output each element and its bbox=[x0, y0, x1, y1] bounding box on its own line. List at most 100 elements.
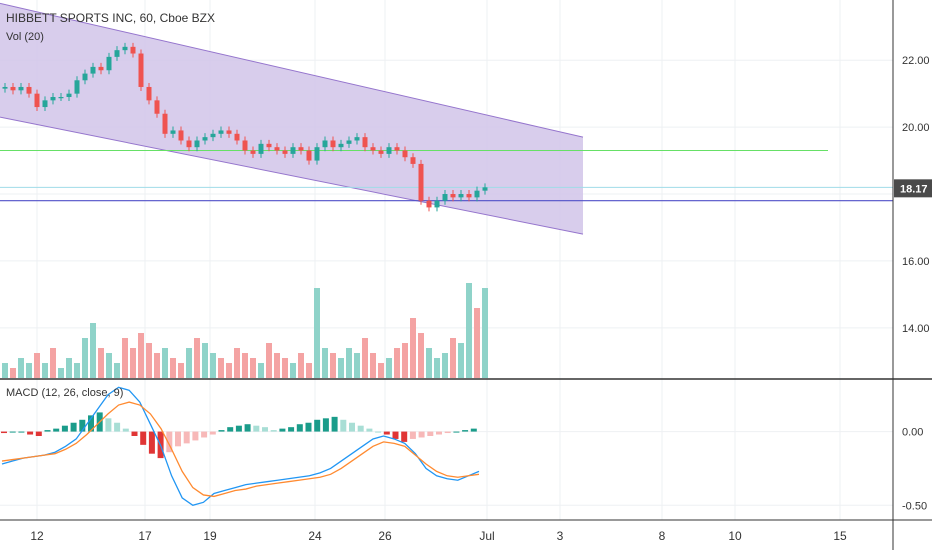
candle-body bbox=[282, 150, 288, 154]
x-tick-label: 24 bbox=[308, 529, 322, 543]
candle-body bbox=[354, 137, 360, 141]
price-tick-label: 22.00 bbox=[902, 55, 930, 67]
candle-body bbox=[298, 147, 304, 151]
price-tick-label: 16.00 bbox=[902, 256, 930, 268]
macd-histogram-bar bbox=[270, 430, 277, 432]
candle-body bbox=[34, 93, 40, 108]
x-tick-label: Jul bbox=[479, 529, 494, 543]
macd-histogram-bar bbox=[470, 428, 477, 432]
candle-body bbox=[162, 113, 168, 134]
candle-body bbox=[82, 73, 88, 81]
candle-body bbox=[362, 137, 368, 148]
volume-bar bbox=[218, 358, 224, 378]
candle-body bbox=[90, 66, 96, 74]
volume-bar bbox=[466, 283, 472, 378]
macd-histogram-bar bbox=[296, 424, 303, 432]
macd-histogram-bar bbox=[105, 418, 112, 432]
candle-body bbox=[98, 66, 104, 71]
macd-histogram-bar bbox=[462, 430, 469, 432]
macd-histogram-bar bbox=[235, 425, 242, 432]
candle-body bbox=[138, 53, 144, 87]
macd-legend: MACD (12, 26, close, 9) bbox=[6, 387, 124, 399]
volume-bar bbox=[458, 343, 464, 378]
candle-body bbox=[330, 140, 336, 148]
macd-histogram-bar bbox=[209, 431, 216, 435]
macd-histogram-bar bbox=[192, 431, 199, 441]
volume-bar bbox=[418, 333, 424, 378]
volume-bar bbox=[282, 358, 288, 378]
volume-bar bbox=[226, 363, 232, 378]
candle-body bbox=[458, 194, 464, 198]
x-tick-label: 26 bbox=[378, 529, 392, 543]
candle-body bbox=[218, 130, 224, 134]
volume-bar bbox=[170, 358, 176, 378]
volume-bar bbox=[2, 363, 8, 378]
macd-histogram-bar bbox=[70, 422, 77, 432]
volume-bar bbox=[74, 363, 80, 378]
candle-body bbox=[418, 163, 424, 201]
volume-bar bbox=[42, 363, 48, 378]
macd-histogram-bar bbox=[427, 431, 434, 436]
volume-bar bbox=[18, 358, 24, 378]
channel-upper-line bbox=[0, 2, 584, 138]
volume-bar bbox=[106, 353, 112, 378]
volume-bar bbox=[346, 348, 352, 378]
candle-body bbox=[442, 194, 448, 201]
x-tick-label: 8 bbox=[659, 529, 666, 543]
macd-histogram-bar bbox=[262, 427, 268, 432]
chart-title: HIBBETT SPORTS INC, 60, Cboe BZX bbox=[6, 11, 215, 25]
macd-histogram-bar bbox=[88, 415, 94, 432]
macd-histogram-bar bbox=[227, 427, 234, 432]
macd-line bbox=[1, 386, 480, 506]
candle-body bbox=[338, 143, 344, 148]
volume-bar bbox=[162, 348, 168, 378]
signal-line bbox=[1, 401, 480, 498]
macd-histogram-bar bbox=[392, 431, 399, 439]
x-tick-label: 19 bbox=[203, 529, 217, 543]
candle-body bbox=[58, 97, 64, 99]
price-tick-label: 14.00 bbox=[902, 323, 930, 335]
volume-bar bbox=[362, 338, 368, 378]
macd-histogram-bar bbox=[122, 428, 129, 432]
candle-body bbox=[242, 140, 248, 151]
candle-body bbox=[146, 86, 152, 101]
volume-bar bbox=[322, 348, 328, 378]
volume-bar bbox=[370, 353, 376, 378]
volume-bar bbox=[26, 363, 32, 378]
candle-body bbox=[74, 80, 80, 94]
macd-histogram-bar bbox=[18, 431, 25, 433]
macd-histogram-bar bbox=[279, 428, 286, 432]
candle-body bbox=[266, 143, 272, 148]
candle-body bbox=[18, 86, 24, 91]
macd-histogram-bar bbox=[244, 424, 251, 432]
macd-histogram-bar bbox=[183, 431, 190, 444]
macd-histogram-bar bbox=[383, 431, 390, 435]
candle-body bbox=[274, 147, 280, 151]
volume-bar bbox=[338, 358, 344, 378]
volume-bar bbox=[98, 348, 104, 378]
candle-body bbox=[10, 86, 16, 91]
volume-bar bbox=[298, 353, 304, 378]
x-tick-label: 15 bbox=[833, 529, 847, 543]
macd-histogram-bar bbox=[166, 431, 173, 453]
macd-histogram-bar bbox=[114, 422, 121, 432]
macd-histogram-bar bbox=[1, 431, 7, 434]
candle-body bbox=[226, 130, 232, 134]
macd-histogram-bar bbox=[201, 431, 208, 438]
volume-bar bbox=[290, 363, 296, 378]
volume-bar bbox=[330, 353, 336, 378]
macd-histogram-bar bbox=[453, 431, 460, 433]
candle-body bbox=[170, 130, 176, 134]
macd-histogram-bar bbox=[148, 431, 155, 454]
macd-histogram-bar bbox=[35, 431, 42, 436]
candle-body bbox=[194, 140, 200, 148]
macd-histogram-bar bbox=[218, 430, 225, 432]
volume-bar bbox=[426, 348, 432, 378]
volume-bar bbox=[474, 308, 480, 378]
candle-body bbox=[346, 140, 352, 144]
candle-body bbox=[2, 86, 8, 89]
candle-body bbox=[66, 93, 72, 98]
volume-bar bbox=[274, 353, 280, 378]
volume-bar bbox=[354, 353, 360, 378]
